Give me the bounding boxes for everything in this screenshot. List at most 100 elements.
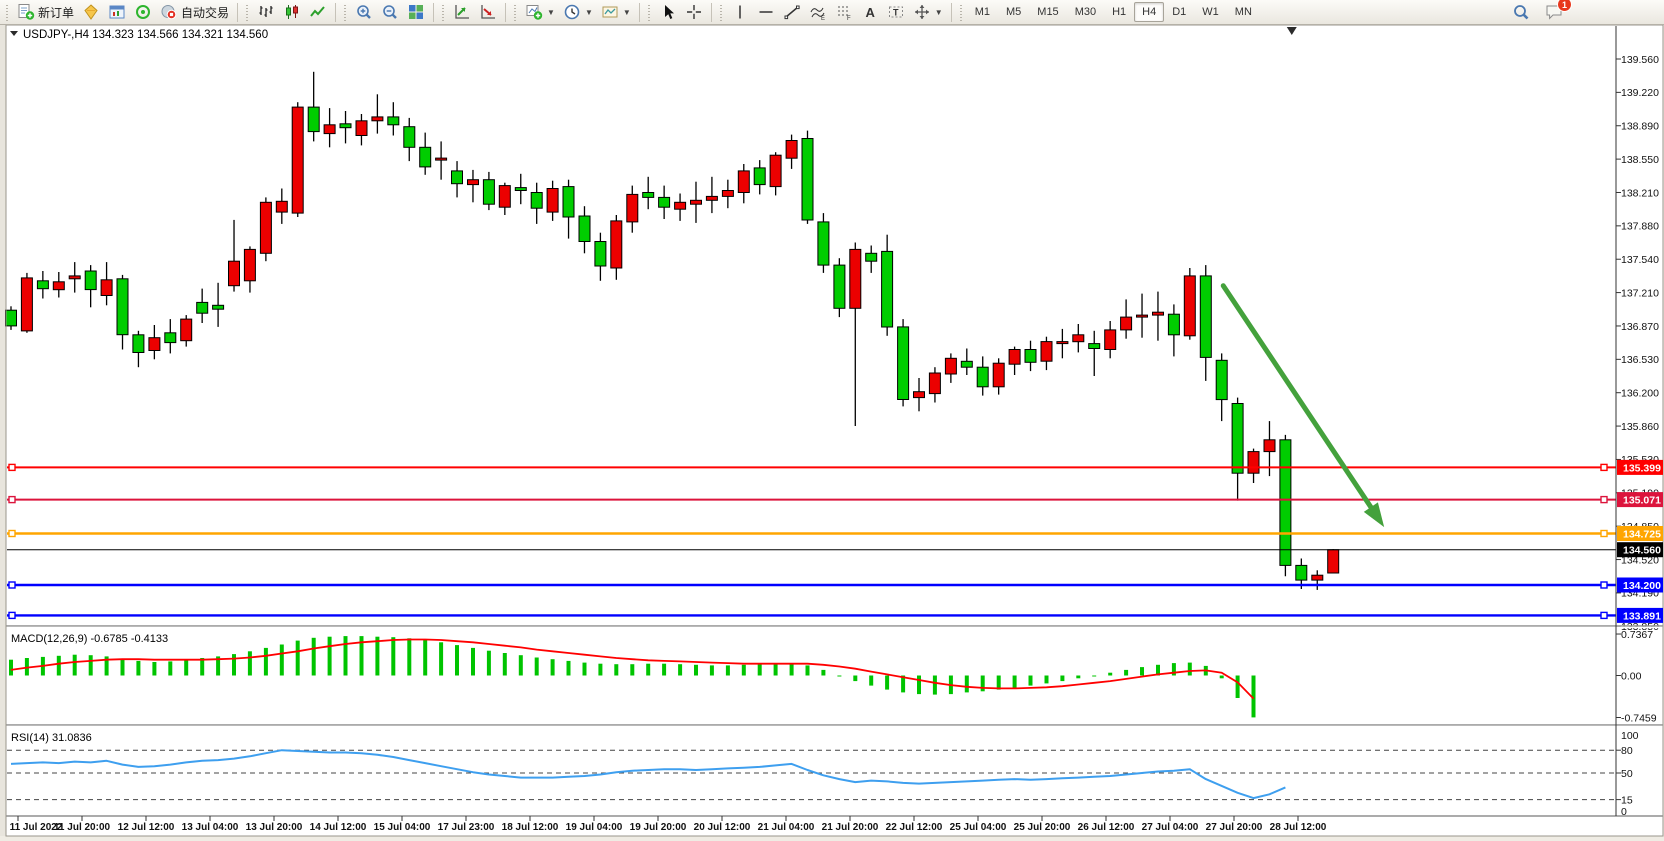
rsi-axis-label: 100 [1621,730,1639,742]
zoom-out-button[interactable] [377,0,403,24]
svg-text:T: T [893,8,899,18]
dropdown-arrow-icon: ▼ [584,7,593,17]
macd-bar [136,660,141,676]
templates-button[interactable]: ▼ [597,0,635,24]
candle-body [498,185,511,208]
candle-body [1215,359,1228,401]
candle-body [148,337,161,352]
tile-windows-button[interactable] [403,0,429,24]
vline-icon [731,3,749,21]
cursor-button[interactable] [655,0,681,24]
chart-window-button[interactable] [104,0,130,24]
candle-body [1040,341,1053,362]
channel-icon: E [809,3,827,21]
hline-anchor[interactable] [8,495,16,504]
macd-bar [104,656,109,676]
macd-bar [1251,675,1256,718]
macd-bar [120,658,125,676]
rsi-axis-label: 50 [1621,768,1633,780]
market-quotes-button[interactable] [78,0,104,24]
macd-bar [1171,663,1176,676]
crosshair-button[interactable] [681,0,707,24]
macd-bar [598,663,603,676]
text-button[interactable]: A [857,0,883,24]
hline-anchor[interactable] [8,611,16,620]
search-button[interactable] [1508,0,1534,24]
periods-button[interactable]: ▼ [559,0,597,24]
hline-icon [757,3,775,21]
timeframe-button-m15[interactable]: M15 [1037,6,1059,18]
price-tick-label: 136.870 [1621,321,1659,333]
time-label: 27 Jul 20:00 [1206,822,1263,833]
new-order-button[interactable]: 新订单 [13,0,78,24]
timeframe-button-d1[interactable]: D1 [1172,6,1187,18]
candle-body [467,179,479,186]
toolbar-button-label: 自动交易 [181,5,230,20]
horizontal-line-button[interactable] [753,0,779,24]
timeframe-button-w1[interactable]: W1 [1202,6,1219,18]
bars-icon [257,3,275,21]
macd-bar [72,654,77,676]
fibonacci-button[interactable]: F [831,0,857,24]
line-chart-button[interactable] [305,0,331,24]
candle-body [20,277,33,332]
market-events-button[interactable] [130,0,156,24]
text-label-button[interactable]: T [883,0,909,24]
price-tick-label: 138.550 [1621,154,1659,166]
candle-body [355,120,368,137]
chart-shift-marker[interactable] [1286,27,1297,35]
timeframe-button-h1[interactable]: H1 [1112,6,1127,18]
candlestick-chart-button[interactable] [279,0,305,24]
auto-scroll-button[interactable] [449,0,475,24]
hline-anchor[interactable] [1600,529,1608,538]
hline-anchor[interactable] [1600,463,1608,472]
timeframe-button-h4[interactable]: H4 [1134,2,1165,22]
candle-body [132,334,145,353]
hline-anchor[interactable] [8,529,16,538]
candle-body [1279,439,1292,566]
macd-bar [88,655,93,676]
macd-bar [709,665,714,676]
hline-anchor[interactable] [1600,611,1608,620]
timeframe-button-m5[interactable]: M5 [1006,6,1022,18]
macd-bar [837,675,842,677]
hline-anchor[interactable] [1600,581,1608,589]
one-click-trading-arrow-icon[interactable] [10,31,18,36]
candle-body [992,362,1005,388]
hline-anchor[interactable] [1600,495,1608,504]
price-badge-135.071: 135.071 [1617,492,1663,508]
candle-body [530,192,543,209]
zoom-in-button[interactable] [351,0,377,24]
candle-body [594,241,607,267]
toolbar-group-handle [343,3,349,21]
toolbar-group-handle [5,3,10,21]
vertical-line-button[interactable] [727,0,753,24]
timeframe-button-mn[interactable]: MN [1234,6,1252,18]
chart-canvas[interactable]: 139.560 139.220 138.890 138.550 138.210 137.8… [0,25,1664,841]
candle-body [84,270,97,291]
shapes-icon [913,3,931,21]
macd-bar [1124,669,1129,676]
toolbar-separator [335,2,337,22]
timeframe-button-m1[interactable]: M1 [974,6,990,18]
rsi-label: RSI(14) 31.0836 [11,732,92,744]
candle-body [100,279,113,296]
dropdown-arrow-icon: ▼ [622,7,631,17]
timeframe-button-m30[interactable]: M30 [1074,6,1097,18]
arrows-button[interactable]: ▼ [909,0,947,24]
toolbar-separator [505,2,507,22]
notifications-button[interactable]: 1 [1540,0,1572,24]
bar-chart-button[interactable] [253,0,279,24]
down-arrow-annotation[interactable] [1220,283,1377,515]
trendline-button[interactable] [779,0,805,24]
candle-body [1056,341,1069,345]
hline-anchor[interactable] [8,581,16,589]
auto-trading-button[interactable]: 自动交易 [156,0,233,24]
macd-bar [471,647,475,676]
chart-shift-button[interactable] [475,0,501,24]
rsi-panel: 80 50 15 100 0 [7,730,1639,818]
hline-anchor[interactable] [8,463,16,472]
equidistant-channel-button[interactable]: E [805,0,831,24]
macd-bar [359,636,364,676]
new-chart-button[interactable]: ▼ [521,0,559,24]
